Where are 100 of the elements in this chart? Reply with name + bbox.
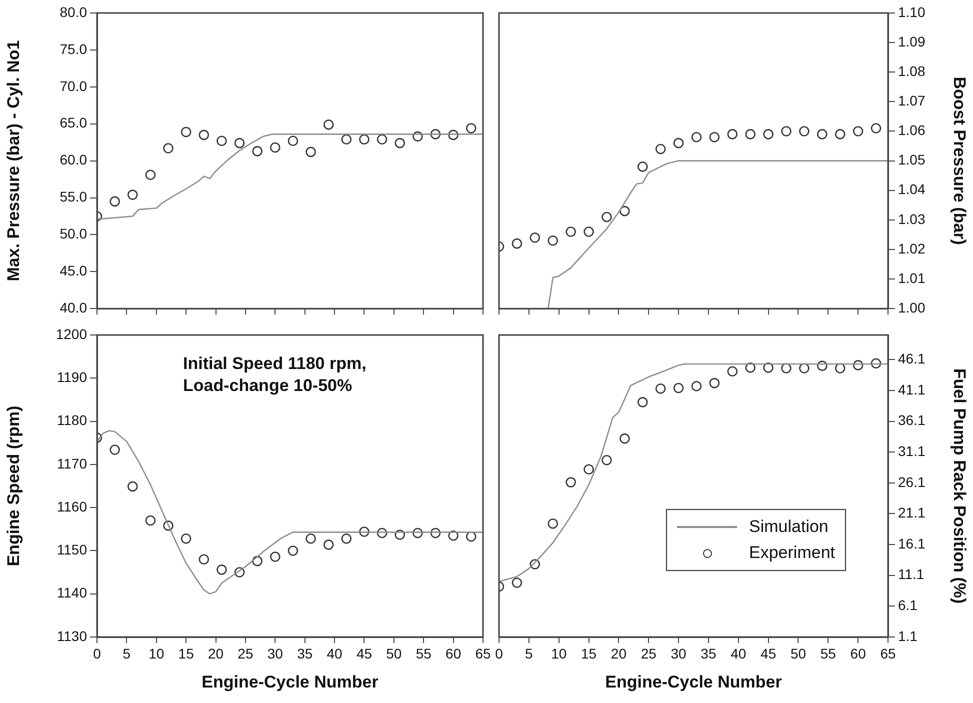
x-tick-label: 55 [820,645,836,662]
y2-tick-label: 46.1 [898,350,926,367]
point [548,235,558,246]
point [341,533,352,544]
y2-axis-title: Boost Pressure (bar) [950,76,970,245]
annotation: Initial Speed 1180 rpm, Load-change 10-50% [183,353,366,397]
point [394,530,406,540]
y2-tick-label: 1.08 [898,62,926,79]
y-axis-title: Engine Speed (rpm) [4,406,23,566]
point [234,567,245,578]
point [270,552,280,562]
point [584,464,594,475]
point [781,363,792,374]
y2-tick-label: 31.1 [898,442,926,459]
y2-tick-label: 1.10 [898,4,926,20]
y-tick-label: 60.0 [60,152,88,168]
point [376,528,388,538]
point [709,132,720,142]
point [817,360,828,371]
point [216,136,227,146]
point [781,126,792,136]
y-tick-label: 45.0 [60,262,88,279]
x-tick-label: 25 [640,645,657,662]
point [234,138,245,148]
point [709,378,720,388]
point [466,531,476,542]
y-tick-label: 1190 [56,369,88,385]
y2-tick-label: 11.1 [898,566,924,582]
point [448,130,458,140]
point [198,130,210,140]
point [745,129,756,140]
legend-label: Simulation [749,517,828,537]
point [359,134,370,145]
y-tick-label: 1170 [56,455,88,472]
point [412,131,423,142]
point [727,366,738,377]
x-tick-label: 20 [208,645,224,662]
point [566,477,576,488]
point [448,530,458,541]
y2-tick-label: 36.1 [898,412,926,428]
point [602,212,612,222]
point [412,528,423,538]
x-tick-label: 10 [148,645,164,662]
point [341,134,352,145]
point [584,226,594,237]
point [376,134,388,145]
point [252,556,262,566]
point [530,232,540,243]
point [637,162,648,172]
point [323,540,334,550]
y2-tick-label: 1.01 [898,270,926,286]
point [870,358,882,368]
point [620,433,630,444]
point [359,526,370,537]
point [306,533,316,544]
x-tick-label: 65 [880,645,896,662]
point [110,196,120,207]
y2-tick-label: 41.1 [898,381,926,398]
point [180,533,192,544]
y2-tick-label: 6.1 [898,597,918,614]
point [673,382,684,394]
point [691,132,702,142]
y2-axis-title: Fuel Pump Rack Position (%) [950,368,970,604]
point [198,554,210,564]
x-tick-label: 50 [386,645,402,662]
point [323,119,334,130]
point [620,206,630,216]
point [691,381,702,392]
point [163,520,174,531]
point [834,129,846,140]
y-tick-label: 75.0 [60,40,88,57]
y-tick-label: 70.0 [60,78,88,94]
point [530,559,540,570]
x-tick-label: 20 [610,645,627,662]
point [870,123,882,134]
point [763,129,774,140]
x-tick-label: 45 [760,645,776,662]
legend-label: Experiment [749,543,835,563]
y-tick-label: 40.0 [60,299,88,316]
point [163,143,174,154]
point [602,454,612,466]
y-axis-title: Max. Pressure (bar) - Cyl. No1 [4,40,23,282]
point [799,126,810,136]
x-tick-label: 60 [446,645,462,662]
y2-tick-label: 26.1 [898,474,926,490]
y2-tick-label: 1.00 [898,299,926,316]
point [852,360,864,370]
x-tick-label: 55 [416,645,432,662]
point [727,129,738,140]
y-tick-label: 80.0 [60,4,88,20]
x-tick-label: 40 [730,645,746,662]
x-tick-label: 25 [238,645,254,662]
x-tick-label: 35 [700,645,716,662]
x-tick-label: 45 [356,645,372,662]
x-tick-label: 0 [93,645,102,662]
point [252,146,262,156]
x-tick-label: 15 [580,645,597,662]
y2-tick-label: 1.09 [898,33,926,50]
point [566,226,576,237]
y-tick-label: 1180 [56,412,88,428]
